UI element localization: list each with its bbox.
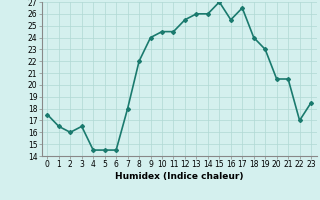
X-axis label: Humidex (Indice chaleur): Humidex (Indice chaleur) bbox=[115, 172, 244, 181]
